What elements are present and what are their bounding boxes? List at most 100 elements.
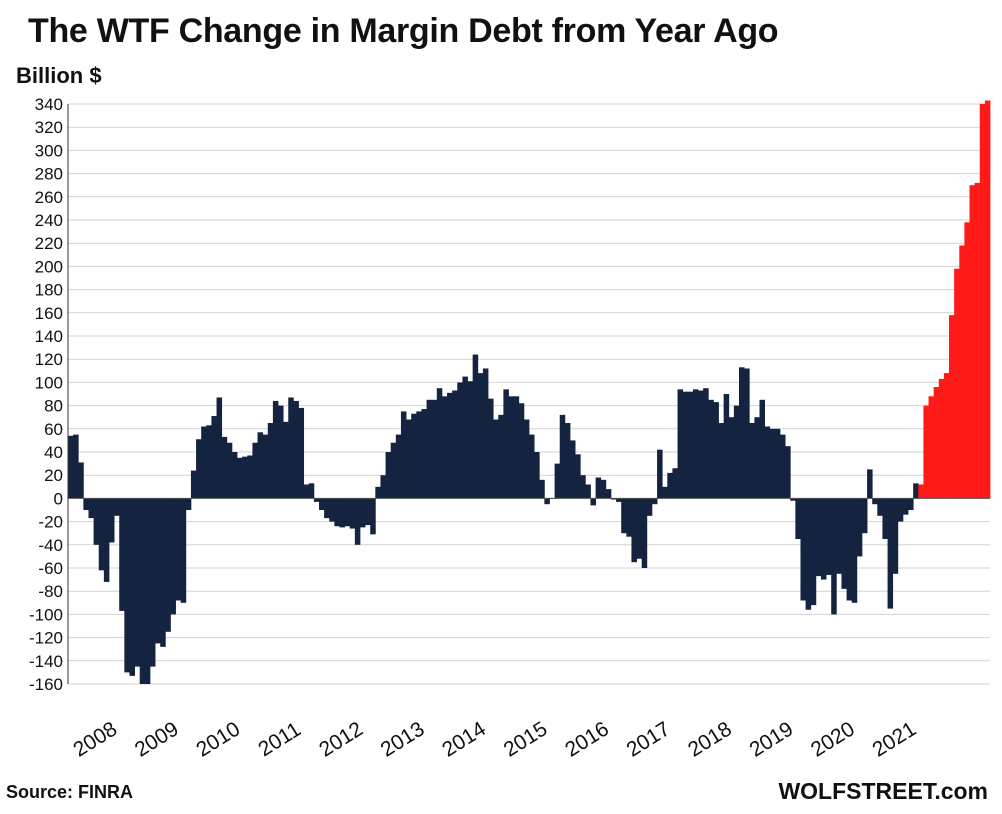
y-tick-label: -80 [38,582,63,601]
x-tick-label: 2014 [438,717,490,761]
bar [365,498,371,526]
bar [93,498,100,545]
bar [897,498,904,522]
bar [759,399,766,499]
y-tick-label: 260 [35,188,63,207]
bar [426,399,433,499]
bar [698,390,704,499]
x-tick-label: 2017 [623,717,675,761]
y-tick-label: -60 [38,559,63,578]
y-tick-label: -20 [38,513,63,532]
y-tick-label: 320 [35,118,63,137]
bar [447,392,453,499]
bar [441,396,448,499]
bar [231,452,238,499]
bar [221,436,228,499]
y-tick-label: 220 [35,234,63,253]
bar [805,498,812,610]
bar [739,367,745,499]
bar [103,498,110,582]
y-tick-label: 300 [35,141,63,160]
bar [534,452,540,499]
bar [375,486,381,499]
bar [421,409,427,499]
bar [339,498,345,528]
bar-series [68,100,991,684]
bar [226,442,233,499]
bar [529,434,535,499]
bar [800,498,806,601]
bar [779,434,786,499]
x-tick-label: 2013 [377,717,429,761]
bar [856,498,863,557]
bar [467,381,474,499]
bar [395,434,402,499]
bar [139,498,146,684]
y-tick-label: 240 [35,211,63,230]
bar [605,489,612,499]
bar [329,498,335,522]
bar [657,449,663,499]
bar [518,403,525,499]
x-tick-label: 2020 [807,717,859,761]
bar [431,399,438,499]
bar [626,498,632,537]
bar [129,498,135,676]
x-tick-label: 2018 [684,717,736,761]
bar [820,498,827,580]
bar [400,411,407,499]
y-tick-label: 80 [44,397,63,416]
y-tick-label: 280 [35,165,63,184]
bar [882,498,888,539]
bar [324,498,330,519]
highlight-bar [954,268,960,499]
y-tick-label: -100 [29,605,63,624]
bar [902,498,909,515]
highlight-bar [969,185,976,499]
bar [513,396,520,499]
bar [621,498,627,534]
bar [600,479,607,499]
bar [124,498,130,673]
bar [78,462,84,499]
bar [406,419,412,499]
bar [631,498,637,563]
bar [687,391,694,499]
bar [493,419,499,499]
bar [293,400,299,499]
bar [73,434,79,499]
bar [385,452,392,499]
bar [908,498,914,510]
bar [278,405,284,499]
bar [98,498,105,571]
bar [585,484,591,499]
brand-label: WOLFSTREET.com [778,778,988,804]
bar [595,477,602,499]
bar [257,432,264,499]
y-tick-label: -40 [38,536,63,555]
highlight-bar [959,245,965,499]
bar [508,396,515,499]
y-tick-label: 0 [54,489,63,508]
bar [349,498,356,529]
bar [764,426,771,499]
bar [851,498,858,603]
y-tick-label: 340 [35,95,63,114]
bar [482,368,489,499]
bar [190,470,197,499]
bar [313,498,320,502]
x-axis-ticks: 2008 2009 2010 2011 2012 2013 2014 2015 2016 2017… [69,717,920,761]
y-tick-label: 40 [44,443,63,462]
bar [641,498,648,568]
bar [728,417,735,499]
bar [662,486,668,499]
bar [708,399,714,499]
bar [564,423,571,499]
bar [144,498,151,684]
highlight-bar [974,182,981,499]
bar [298,407,305,499]
bar [769,428,776,499]
y-tick-label: 180 [35,281,63,300]
bar [354,498,361,545]
